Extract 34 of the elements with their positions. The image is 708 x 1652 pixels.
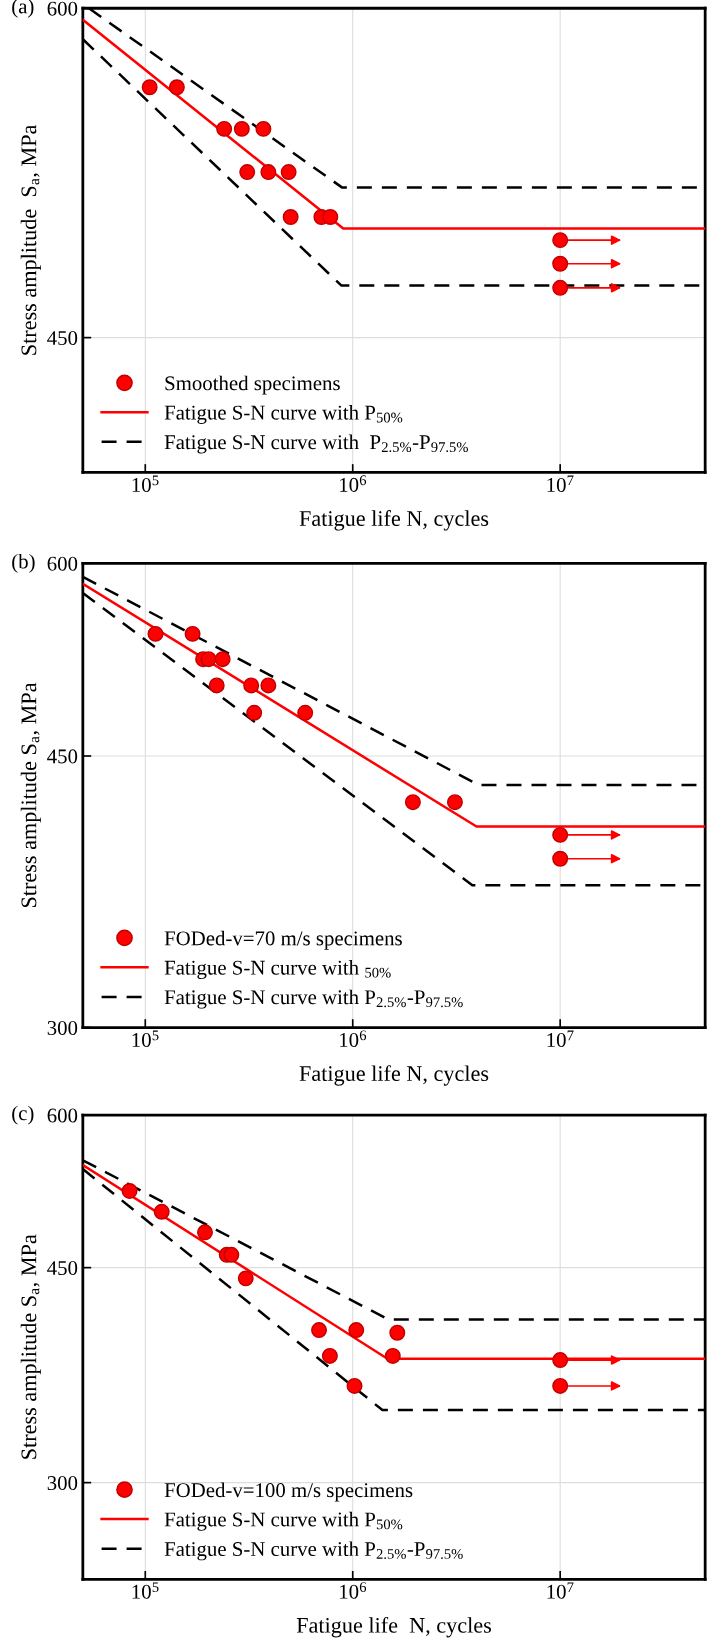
x-tick-label: 10$^{7}$ bbox=[547, 1030, 574, 1048]
x-tick-label: 10$^{7}$ bbox=[547, 1582, 574, 1599]
legend-label: Fatigue S-N curve with $_{50%}$ bbox=[164, 960, 391, 979]
x-tick-label: 10$^{5}$ bbox=[132, 1582, 159, 1599]
x-axis-title: Fatigue life N, cycles bbox=[296, 1616, 491, 1638]
x-axis-title: Fatigue life N, cycles bbox=[299, 1065, 489, 1086]
legend-label: Fatigue S-N curve with P$_{50%}$ bbox=[164, 1511, 403, 1531]
x-tick-label: 10$^{6}$ bbox=[340, 1582, 367, 1599]
y-tick-label: 600 bbox=[47, 1, 78, 16]
y-axis-title: Stress amplitude S$_{a}$, MPa bbox=[20, 124, 41, 355]
y-tick-label: 300 bbox=[47, 1476, 78, 1491]
y-axis-title: Stress amplitude S$_{a}$, MPa bbox=[20, 1234, 41, 1459]
legend-label: FODed-v=70 m/s specimens bbox=[164, 930, 402, 950]
legend-label: Fatigue S-N curve with P$_{2.5%}$-P$_{97.5%}$ bbox=[164, 1541, 463, 1561]
legend-label: Fatigue S-N curve with P$_{2.5%}$-P$_{97.5%}$ bbox=[164, 434, 468, 454]
x-tick-label: 10$^{5}$ bbox=[132, 1030, 159, 1048]
legend-label: Fatigue S-N curve with P$_{50%}$ bbox=[164, 404, 403, 424]
y-tick-label: 450 bbox=[47, 749, 78, 764]
y-axis-title: Stress amplitude S$_{a}$, MPa bbox=[20, 682, 41, 908]
legend-label: Smoothed specimens bbox=[165, 375, 340, 395]
x-tick-label: 10$^{5}$ bbox=[132, 475, 159, 492]
y-tick-label: 450 bbox=[47, 331, 78, 346]
y-tick-label: 600 bbox=[47, 556, 78, 571]
chart-title: (b) bbox=[12, 553, 35, 573]
chart-title: (c) bbox=[12, 1105, 34, 1125]
y-tick-label: 300 bbox=[47, 1020, 78, 1035]
x-tick-label: 10$^{6}$ bbox=[340, 1030, 367, 1047]
legend-label: Fatigue S-N curve with P$_{2.5%}$-P$_{97.5%}$ bbox=[164, 989, 463, 1009]
y-tick-label: 600 bbox=[47, 1108, 78, 1123]
x-tick-label: 10$^{7}$ bbox=[547, 475, 574, 492]
y-tick-label: 450 bbox=[47, 1261, 78, 1276]
legend-label: FODed-v=100 m/s specimens bbox=[164, 1482, 413, 1502]
x-axis-title: Fatigue life N, cycles bbox=[299, 510, 489, 531]
x-tick-label: 10$^{6}$ bbox=[340, 475, 367, 492]
